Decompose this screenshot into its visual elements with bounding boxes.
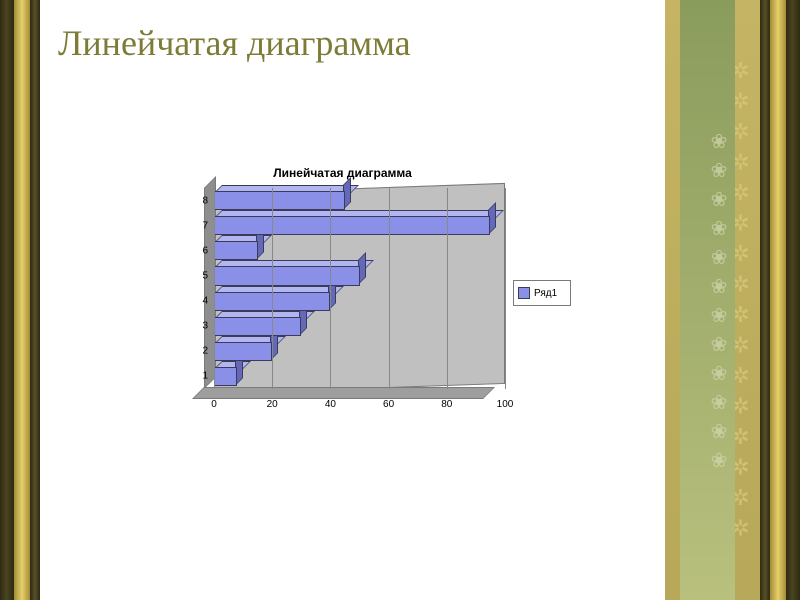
chart-y-tick-label: 1 [202,371,208,382]
frame-strip [770,0,786,600]
chart-gridline [447,188,448,389]
chart-bar-slot [214,238,505,263]
chart-x-tick-label: 40 [325,399,336,410]
chart-y-tick-label: 4 [202,296,208,307]
chart-x-tick-label: 100 [497,399,514,410]
chart-x-tick-label: 20 [267,399,278,410]
chart-bar-slot [214,188,505,213]
chart-bar [214,266,360,285]
bar-chart: Линейчатая диаграмма 0204060801001234567… [180,160,575,425]
frame-strip [0,0,14,600]
frame-strip [760,0,770,600]
chart-bar [214,342,272,361]
chart-gridline [272,188,273,389]
frame-strip [786,0,800,600]
chart-bar-front [214,317,301,336]
chart-y-tick-label: 8 [202,195,208,206]
chart-x-tick-label: 80 [441,399,452,410]
chart-plot-frame: 02040608010012345678 [204,188,505,399]
legend-swatch [518,287,530,299]
chart-bar-slot [214,314,505,339]
chart-y-tick-label: 7 [202,220,208,231]
chart-gridline [389,188,390,389]
frame-ribbon-inner [680,0,735,600]
slide-title: Линейчатая диаграмма [58,22,411,64]
chart-bar-slot [214,289,505,314]
chart-x-tick-label: 0 [211,399,217,410]
chart-title: Линейчатая диаграмма [180,166,505,180]
chart-bar [214,191,345,210]
chart-bar [214,317,301,336]
chart-bar-front [214,266,360,285]
chart-bar-slot [214,364,505,389]
chart-gridline [214,188,215,389]
chart-bar-front [214,191,345,210]
chart-bar [214,216,490,235]
chart-y-tick-label: 2 [202,346,208,357]
chart-bar [214,367,237,386]
chart-bar-front [214,216,490,235]
chart-bar-front [214,241,258,260]
chart-gridline [505,188,506,389]
slide-body: Линейчатая диаграмма Линейчатая диаграмм… [40,0,665,600]
chart-legend: Ряд1 [513,280,571,306]
chart-y-tick-label: 5 [202,270,208,281]
chart-bar-slot [214,213,505,238]
chart-bars [214,188,505,389]
chart-y-tick-label: 3 [202,321,208,332]
legend-label: Ряд1 [534,288,557,299]
chart-bar-front [214,367,237,386]
frame-strip [14,0,30,600]
chart-bar-slot [214,263,505,288]
chart-gridline [330,188,331,389]
frame-strip [30,0,40,600]
chart-plot-area: 02040608010012345678 [214,188,505,389]
chart-bar-front [214,342,272,361]
chart-y-tick-label: 6 [202,245,208,256]
chart-bar [214,241,258,260]
chart-x-tick-label: 60 [383,399,394,410]
chart-bar-slot [214,339,505,364]
